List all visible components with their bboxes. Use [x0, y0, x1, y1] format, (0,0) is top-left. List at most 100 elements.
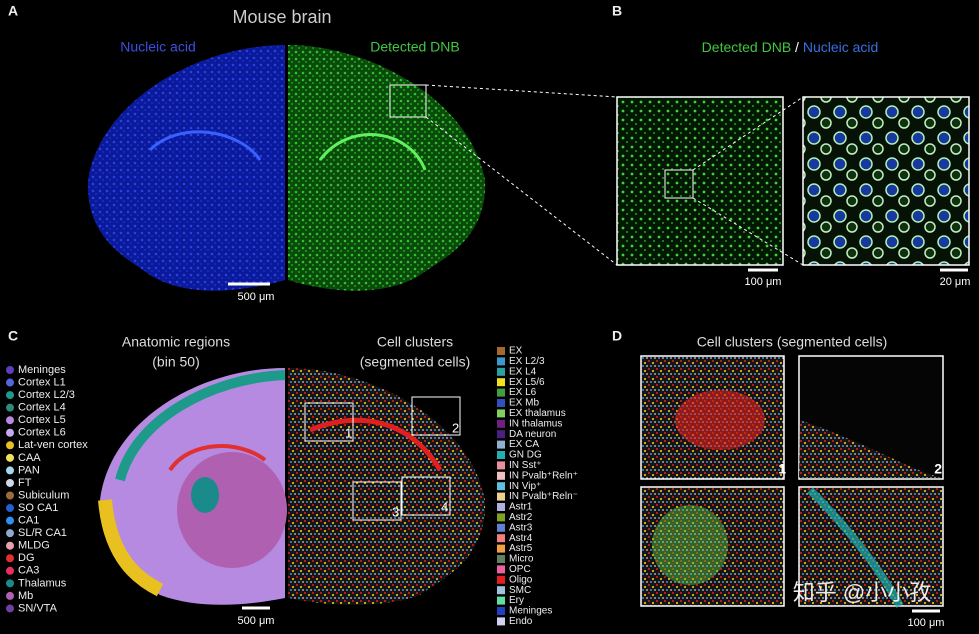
legend-swatch: [6, 516, 14, 525]
tile-label: 1: [778, 461, 786, 477]
legend-label: Cortex L1: [18, 376, 66, 388]
legend-swatch: [6, 491, 14, 500]
legend-label: SL/R CA1: [18, 527, 67, 539]
legend-label: Cortex L5: [18, 414, 66, 426]
legend-swatch: [497, 586, 505, 595]
zoom-line: [425, 116, 618, 266]
legend-swatch: [497, 492, 505, 501]
legend-label: Astr4: [509, 533, 533, 544]
legend-swatch: [6, 453, 14, 462]
panel-subtitle: (segmented cells): [360, 354, 471, 370]
legend-label: DA neuron: [509, 429, 556, 440]
legend-label: EX: [509, 346, 523, 357]
legend-swatch: [497, 565, 505, 574]
legend-label: Subiculum: [18, 489, 69, 501]
legend-label: PAN: [18, 464, 40, 476]
panel-letter: B: [612, 3, 622, 19]
brain-image: [168, 444, 267, 472]
box-label: 1: [345, 425, 352, 440]
legend-swatch: [6, 579, 14, 588]
brain-image: [191, 477, 219, 513]
legend-swatch: [6, 441, 14, 450]
panel-letter: A: [8, 3, 18, 19]
legend-label: OPC: [509, 564, 531, 575]
legend-swatch: [497, 409, 505, 418]
legend-label: Oligo: [509, 574, 533, 585]
zoom-box: [411, 396, 461, 436]
legend-label: Cortex L4: [18, 402, 66, 414]
legend-label: SN/VTA: [18, 602, 58, 614]
zoom-line: [425, 84, 618, 98]
legend-swatch: [497, 607, 505, 615]
legend-label: Cortex L6: [18, 427, 66, 439]
label: Nucleic acid: [120, 39, 195, 55]
box-label: 3: [392, 504, 399, 519]
legend-swatch: [497, 503, 505, 511]
brain-image: [87, 45, 286, 291]
scale-label: 20 μm: [940, 276, 971, 288]
title-part: Detected DNB: [702, 39, 791, 55]
legend-swatch: [497, 357, 505, 366]
legend-label: CA3: [18, 565, 39, 577]
brain-image: [98, 499, 164, 597]
panel-title: Detected DNB / Nucleic acid: [702, 39, 879, 55]
legend-swatch: [497, 513, 505, 522]
legend-swatch: [6, 378, 14, 387]
legend-swatch: [497, 596, 505, 605]
legend-swatch: [6, 604, 14, 613]
legend-swatch: [497, 388, 505, 397]
legend-label: Mb: [18, 590, 33, 602]
zoom-image: [675, 390, 765, 450]
legend-label: GN DG: [509, 450, 542, 461]
scale-label: 500 μm: [238, 291, 275, 303]
legend-swatch: [497, 399, 505, 407]
legend-label: EX L2/3: [509, 356, 545, 367]
legend-swatch: [497, 451, 505, 459]
panel-title: Mouse brain: [232, 7, 331, 27]
brain-image: [288, 45, 486, 291]
legend-swatch: [6, 366, 14, 374]
legend-swatch: [6, 391, 14, 400]
legend-swatch: [497, 367, 505, 376]
legend-swatch: [497, 430, 505, 439]
legend-swatch: [497, 347, 505, 355]
legend-label: IN Pvalb⁺Reln⁺: [509, 470, 578, 481]
legend-swatch: [6, 529, 14, 538]
legend-swatch: [6, 541, 14, 550]
title-part: Nucleic acid: [803, 39, 878, 55]
brain-image: [177, 452, 287, 568]
legend-label: IN Pvalb⁺Reln⁻: [509, 491, 578, 502]
brain-image: [115, 370, 286, 482]
legend-label: SO CA1: [18, 502, 58, 514]
legend-swatch: [497, 461, 505, 470]
legend-label: EX thalamus: [509, 408, 566, 419]
legend-label: FT: [18, 477, 32, 489]
legend-label: Astr5: [509, 543, 533, 554]
legend-label: Thalamus: [18, 577, 67, 589]
legend-label: Astr3: [509, 522, 533, 533]
legend-label: IN Sst⁺: [509, 460, 542, 471]
legend-swatch: [497, 440, 505, 449]
legend-label: SMC: [509, 585, 531, 596]
brain-image: [288, 368, 486, 605]
zoom-image: [616, 96, 784, 266]
legend-swatch: [6, 403, 14, 412]
legend-swatch: [497, 523, 505, 532]
legend-label: Meninges: [18, 364, 66, 376]
legend-swatch: [497, 534, 505, 543]
legend-label: Astr1: [509, 502, 533, 513]
zoom-image: [802, 96, 970, 266]
panel-subtitle: (bin 50): [152, 354, 199, 370]
zoom-box: [389, 84, 427, 118]
zoom-image: [640, 486, 785, 607]
title-part: /: [795, 39, 799, 55]
legend-swatch: [6, 554, 14, 563]
legend-label: EX L6: [509, 387, 537, 398]
panel-title: Cell clusters: [377, 334, 453, 350]
legend-label: Meninges: [509, 606, 552, 617]
legend-swatch: [6, 466, 14, 475]
legend-swatch: [497, 471, 505, 480]
legend-label: Cortex L2/3: [18, 389, 75, 401]
